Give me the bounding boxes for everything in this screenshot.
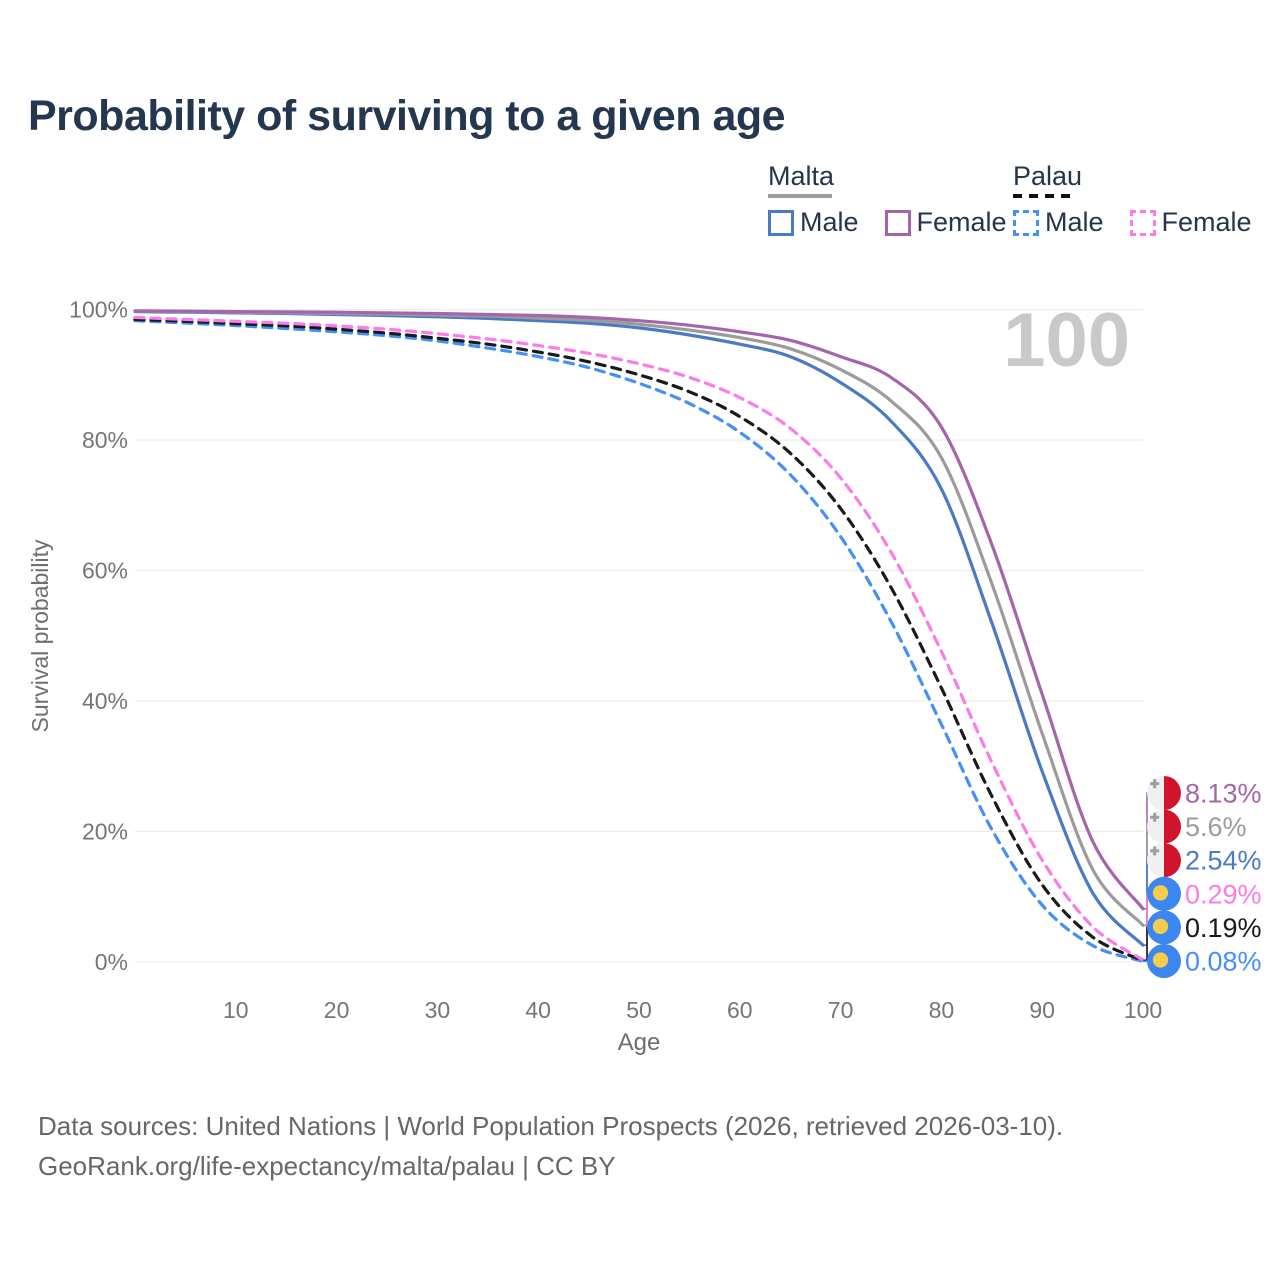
y-tick-0: 0% xyxy=(95,949,128,975)
x-tick-30: 30 xyxy=(425,997,451,1023)
legend-palau-items: Male Female xyxy=(1013,207,1252,238)
y-tick-40: 40% xyxy=(82,688,128,714)
x-tick-90: 90 xyxy=(1029,997,1055,1023)
legend-item-malta-female[interactable]: Female xyxy=(884,207,1007,238)
series-line-malta_male[interactable] xyxy=(133,310,1145,947)
endpoint-value-palau_female: 0.29% xyxy=(1185,879,1262,909)
legend-palau-label: Palau xyxy=(1013,161,1083,191)
malta-female-label: Female xyxy=(916,207,1007,237)
legend-malta-header[interactable]: Malta xyxy=(768,163,1007,198)
legend-malta-label: Malta xyxy=(768,161,835,191)
legend-item-palau-male[interactable]: Male xyxy=(1013,207,1104,238)
y-tick-80: 80% xyxy=(82,427,128,453)
data-sources-footer: Data sources: United Nations | World Pop… xyxy=(38,1106,1063,1186)
palau-flag-icon xyxy=(1147,944,1181,978)
endpoint-value-palau_all: 0.19% xyxy=(1185,913,1262,943)
legend-palau-header[interactable]: Palau xyxy=(1013,163,1252,198)
x-tick-80: 80 xyxy=(929,997,955,1023)
palau-male-label: Male xyxy=(1045,207,1104,237)
malta-flag-icon xyxy=(1147,776,1181,810)
page-title: Probability of surviving to a given age xyxy=(28,92,786,140)
y-tick-20: 20% xyxy=(82,818,128,844)
palau-flag-icon xyxy=(1147,876,1181,911)
x-tick-100: 100 xyxy=(1124,997,1162,1023)
x-tick-70: 70 xyxy=(828,997,854,1023)
malta-male-label: Male xyxy=(800,207,859,237)
x-tick-20: 20 xyxy=(324,997,350,1023)
endpoint-value-malta_all: 5.6% xyxy=(1185,812,1247,842)
palau-female-label: Female xyxy=(1161,207,1252,237)
x-axis-title: Age xyxy=(618,1029,661,1056)
x-tick-60: 60 xyxy=(727,997,753,1023)
series-line-palau_all[interactable] xyxy=(133,317,1145,963)
legend-item-malta-male[interactable]: Male xyxy=(768,207,859,238)
legend-group-palau: Palau Male Female xyxy=(1013,163,1252,238)
palau-flag-icon xyxy=(1147,910,1181,945)
malta-male-swatch-icon xyxy=(768,209,794,236)
y-tick-60: 60% xyxy=(82,557,128,583)
y-tick-100: 100% xyxy=(69,297,128,323)
series-line-malta_female[interactable] xyxy=(133,309,1145,911)
endpoint-value-malta_male: 2.54% xyxy=(1185,846,1262,876)
legend-malta-items: Male Female xyxy=(768,207,1007,238)
hover-age-watermark: 100 xyxy=(1003,298,1130,383)
malta-flag-icon xyxy=(1147,809,1181,844)
x-tick-40: 40 xyxy=(525,997,551,1023)
endpoint-value-palau_male: 0.08% xyxy=(1185,947,1262,977)
x-tick-10: 10 xyxy=(223,997,249,1023)
legend-item-palau-female[interactable]: Female xyxy=(1129,207,1252,238)
footer-sources-line: Data sources: United Nations | World Pop… xyxy=(38,1111,1064,1141)
footer-attribution-line[interactable]: GeoRank.org/life-expectancy/malta/palau … xyxy=(38,1151,616,1181)
malta-female-swatch-icon xyxy=(884,209,911,236)
endpoint-value-malta_female: 8.13% xyxy=(1185,779,1262,809)
series-line-palau_female[interactable] xyxy=(133,315,1145,962)
malta-all-line-swatch xyxy=(768,194,832,198)
palau-male-swatch-icon xyxy=(1013,209,1039,236)
palau-female-swatch-icon xyxy=(1129,209,1156,236)
malta-flag-icon xyxy=(1147,843,1181,878)
legend-group-malta: Malta Male Female xyxy=(768,163,1007,238)
x-tick-50: 50 xyxy=(626,997,652,1023)
palau-all-line-swatch xyxy=(1013,194,1077,198)
y-axis-title: Survival probability xyxy=(27,539,53,733)
series-line-palau_male[interactable] xyxy=(133,319,1145,963)
